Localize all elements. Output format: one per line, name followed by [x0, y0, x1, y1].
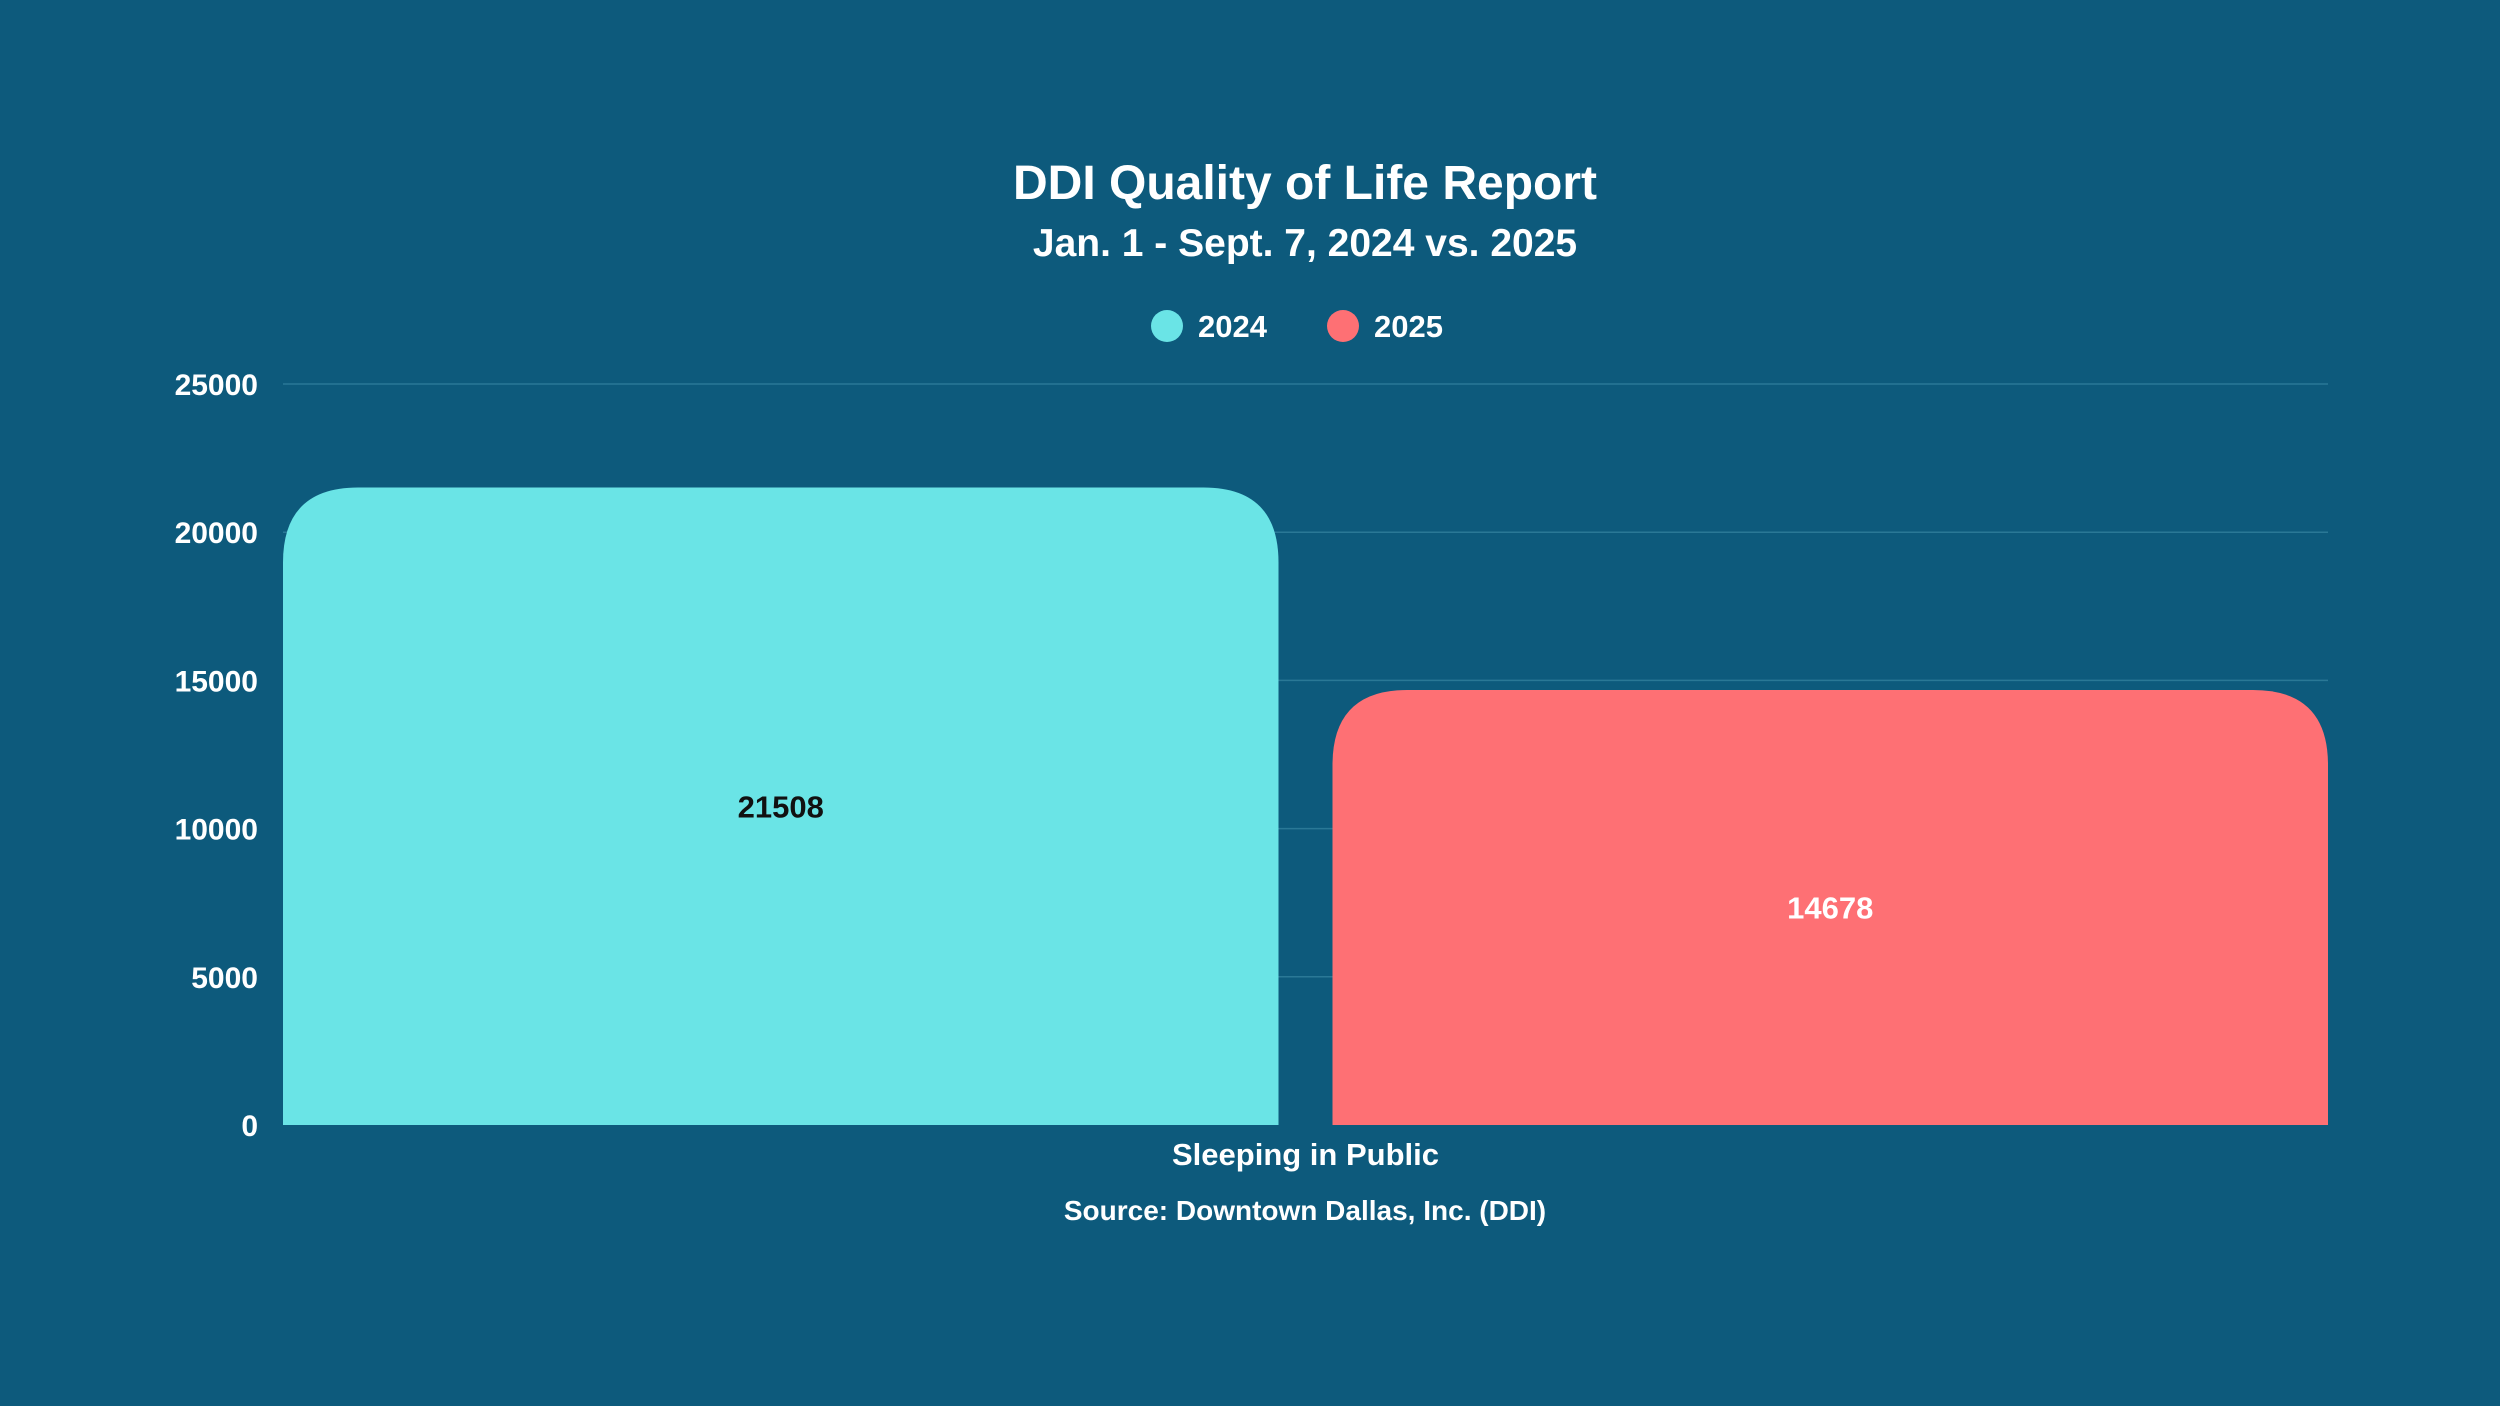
y-tick-label: 25000 [175, 369, 258, 402]
y-tick-label: 15000 [175, 665, 258, 698]
legend: 2024 2025 [1151, 309, 1443, 344]
data-label-2024: 21508 [738, 789, 824, 824]
legend-swatch-2024 [1151, 310, 1183, 342]
bar-2025 [1332, 689, 2328, 1125]
data-label-2025: 14678 [1787, 890, 1873, 925]
y-axis: 0 5000 10000 15000 20000 25000 [175, 369, 258, 1143]
source-note: Source: Downtown Dallas, Inc. (DDI) [1064, 1195, 1546, 1226]
chart-title: DDI Quality of Life Report [1013, 157, 1597, 210]
chart-subtitle: Jan. 1 - Sept. 7, 2024 vs. 2025 [1033, 222, 1577, 265]
y-tick-label: 5000 [191, 962, 258, 995]
x-axis: Sleeping in Public [1172, 1137, 1439, 1172]
bar-2024 [283, 487, 1279, 1125]
x-tick-label: Sleeping in Public [1172, 1137, 1439, 1172]
bars: 21508 14678 [283, 487, 2328, 1125]
y-tick-label: 0 [241, 1110, 258, 1143]
legend-swatch-2025 [1327, 310, 1359, 342]
legend-label-2024: 2024 [1198, 309, 1268, 344]
legend-label-2025: 2025 [1374, 309, 1443, 344]
y-tick-label: 20000 [175, 517, 258, 550]
y-tick-label: 10000 [175, 814, 258, 847]
